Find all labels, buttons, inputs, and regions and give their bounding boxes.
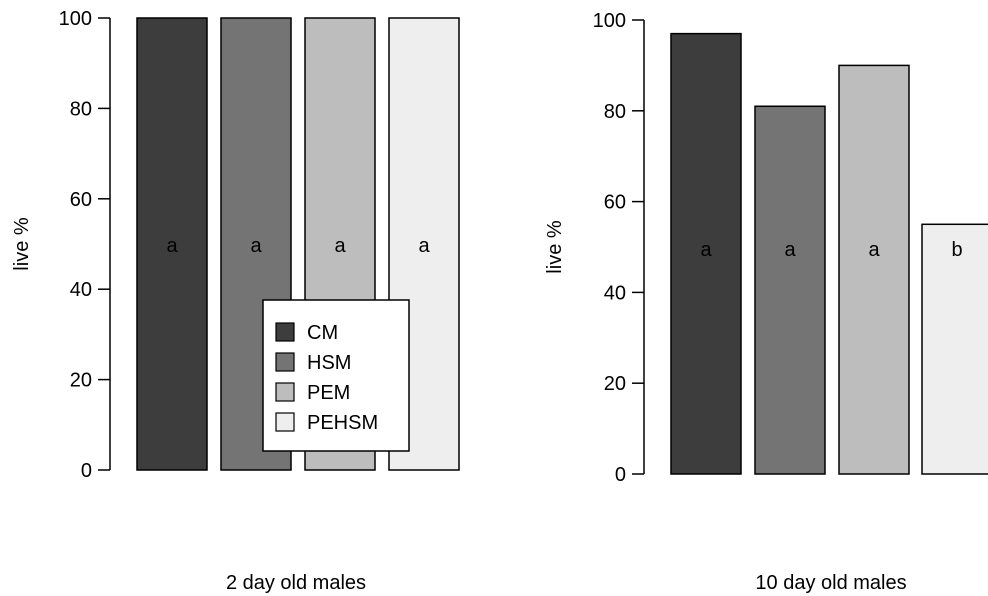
bar-hsm <box>754 105 826 475</box>
bar-pehsm <box>921 223 988 475</box>
legend-swatch-cm <box>275 322 295 342</box>
y-tick-label: 0 <box>81 460 92 482</box>
y-tick-label: 0 <box>615 464 626 486</box>
y-axis-title: live % <box>544 220 566 274</box>
y-axis-title: live % <box>11 217 33 271</box>
legend-swatch-pehsm <box>275 412 295 432</box>
legend-label: HSM <box>307 352 351 374</box>
y-tick-label: 40 <box>604 282 626 304</box>
chart-panel-2-day: 0 20 40 60 80 100 a a a a live % 2 day old males CM H… <box>11 8 460 594</box>
bar-significance-label: a <box>700 239 712 261</box>
x-axis-title: 10 day old males <box>755 572 906 594</box>
y-tick-label: 20 <box>604 373 626 395</box>
y-tick-label: 60 <box>604 192 626 214</box>
y-tick-label: 100 <box>59 8 92 30</box>
x-axis-title: 2 day old males <box>226 572 366 594</box>
bar-significance-label: a <box>784 239 796 261</box>
bar-significance-label: a <box>166 235 178 257</box>
bar-significance-label: a <box>250 235 262 257</box>
legend-swatch-pem <box>275 382 295 402</box>
legend-swatch-hsm <box>275 352 295 372</box>
y-tick-label: 80 <box>70 98 92 120</box>
bar-significance-label: a <box>868 239 880 261</box>
bar-significance-label: b <box>951 239 962 261</box>
legend-label: PEHSM <box>307 412 378 434</box>
legend-label: PEM <box>307 382 350 404</box>
bar-cm <box>136 17 208 471</box>
y-tick-label: 100 <box>593 10 626 32</box>
chart-panel-10-day: 0 20 40 60 80 100 a a a b live % 10 day old males <box>544 10 988 594</box>
bar-cm <box>670 32 742 475</box>
y-tick-label: 40 <box>70 279 92 301</box>
bar-pem <box>838 64 910 475</box>
y-tick-label: 60 <box>70 189 92 211</box>
y-tick-label: 20 <box>70 370 92 392</box>
y-tick-label: 80 <box>604 101 626 123</box>
legend-label: CM <box>307 322 338 344</box>
bar-significance-label: a <box>418 235 430 257</box>
bar-significance-label: a <box>334 235 346 257</box>
legend: CM HSM PEM PEHSM <box>262 299 410 452</box>
